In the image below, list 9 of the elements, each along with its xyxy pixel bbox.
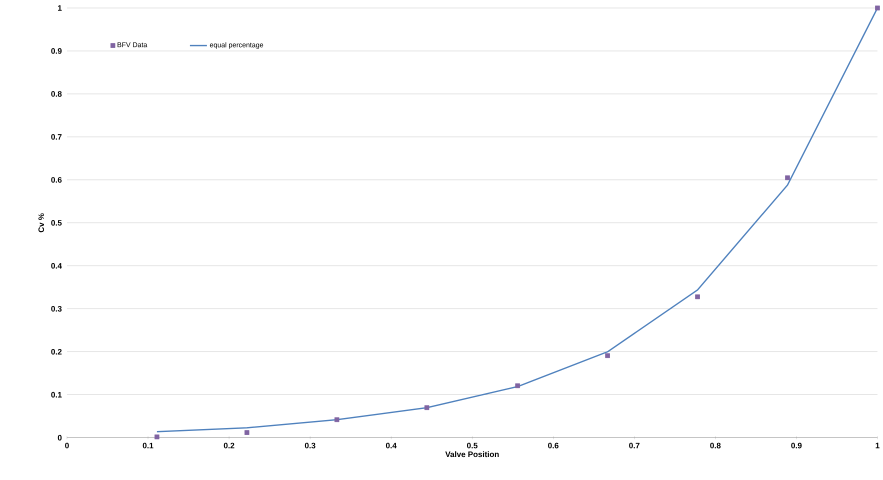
point xyxy=(334,417,340,422)
point xyxy=(875,6,880,11)
point xyxy=(244,430,250,436)
point xyxy=(424,405,430,410)
point xyxy=(785,175,790,180)
point xyxy=(154,434,160,440)
point xyxy=(695,294,700,300)
point xyxy=(605,353,610,358)
point xyxy=(515,383,520,388)
